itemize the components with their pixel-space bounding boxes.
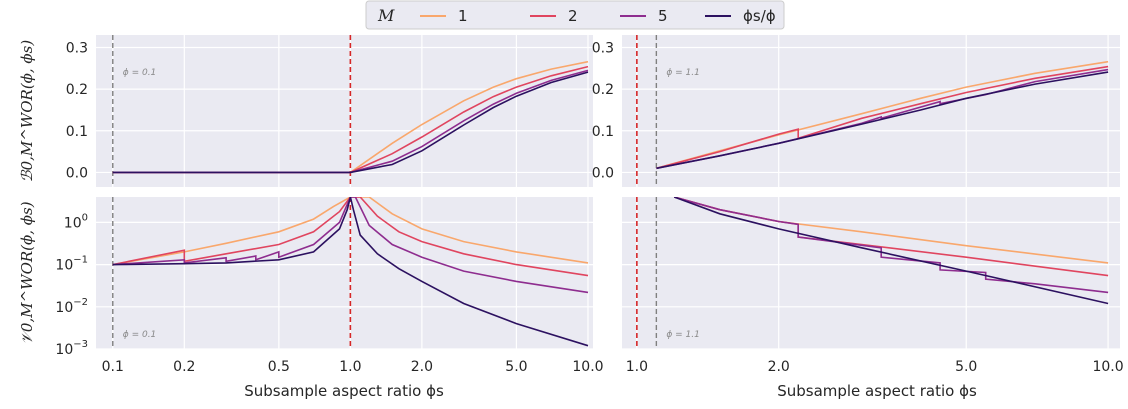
- legend-label: 1: [458, 7, 468, 25]
- y-tick-label: 0.1: [66, 124, 88, 140]
- y-tick-label: 10−2: [55, 297, 88, 316]
- phi-annotation: ϕ = 0.1: [123, 68, 157, 78]
- x-tick-label: 5.0: [955, 359, 977, 375]
- legend-label: 5: [658, 7, 668, 25]
- y-tick-label: 0.1: [592, 124, 614, 140]
- y-axis-label-bottom: 𝒱0,M^WOR(ϕ, ϕs): [18, 201, 36, 344]
- series-group: [112, 60, 589, 174]
- x-tick-label: 0.5: [268, 359, 290, 375]
- legend-box: [365, 0, 785, 30]
- x-tick-label: 0.2: [173, 359, 195, 375]
- y-tick-label: 0.2: [66, 82, 88, 98]
- plot-area: [96, 35, 593, 187]
- panel-bottom-left: 0.1 0.2 0.5 1.0 2.0 5.0 10.0 10−3 10−2 10−1 100 ϕ =…: [55, 197, 604, 375]
- panel-top-left: 0.0 0.1 0.2 0.3 ϕ = 0.1: [66, 35, 593, 187]
- plot-area: [96, 197, 593, 349]
- x-tick-label: 10.0: [1092, 359, 1123, 375]
- y-tick-label: 0.3: [66, 40, 88, 56]
- x-tick-label: 1.0: [626, 359, 648, 375]
- y-tick-label: 100: [64, 212, 88, 231]
- series-line-s: [673, 197, 1109, 305]
- panel-top-right: 0.0 0.1 0.2 0.3 ϕ = 1.1: [592, 35, 1120, 187]
- x-tick-label: 2.0: [768, 359, 790, 375]
- series-group: [673, 197, 1109, 305]
- x-tick-label: 5.0: [505, 359, 527, 375]
- series-line-5: [673, 197, 1109, 294]
- series-line-s: [656, 71, 1109, 170]
- x-tick-label: 2.0: [411, 359, 433, 375]
- series-group: [656, 60, 1109, 170]
- series-line-2: [112, 197, 589, 277]
- phi-annotation: ϕ = 0.1: [123, 330, 157, 340]
- y-tick-label: 10−3: [55, 339, 88, 358]
- y-tick-label: 0.3: [592, 40, 614, 56]
- y-tick-label: 0.0: [592, 165, 614, 181]
- legend-label: ϕs/ϕ: [743, 7, 776, 25]
- series-line-s: [112, 197, 589, 347]
- series-line-s: [112, 71, 589, 174]
- x-axis-label: Subsample aspect ratio ϕs: [777, 382, 977, 400]
- y-axis-label-top: ℬ0,M^WOR(ϕ, ϕs): [18, 40, 36, 183]
- phi-annotation: ϕ = 1.1: [666, 330, 700, 340]
- y-tick-label: 0.2: [592, 82, 614, 98]
- legend-label: 2: [568, 7, 578, 25]
- series-line-1: [112, 197, 589, 266]
- x-tick-label: 10.0: [572, 359, 603, 375]
- plot-area: [622, 197, 1120, 349]
- x-tick-label: 1.0: [339, 359, 361, 375]
- x-axis-label: Subsample aspect ratio ϕs: [244, 382, 444, 400]
- series-line-5: [112, 197, 589, 294]
- phi-annotation: ϕ = 1.1: [666, 68, 700, 78]
- legend: M 1 2 5 ϕs/ϕ: [365, 0, 785, 30]
- y-tick-label: 0.0: [66, 165, 88, 181]
- y-tick-label: 10−1: [55, 255, 88, 274]
- legend-title: M: [377, 6, 395, 25]
- panel-bottom-right: 1.0 2.0 5.0 10.0 ϕ = 1.1: [622, 197, 1124, 375]
- series-line-2: [656, 65, 1109, 170]
- x-tick-label: 0.1: [102, 359, 124, 375]
- series-group: [112, 197, 589, 347]
